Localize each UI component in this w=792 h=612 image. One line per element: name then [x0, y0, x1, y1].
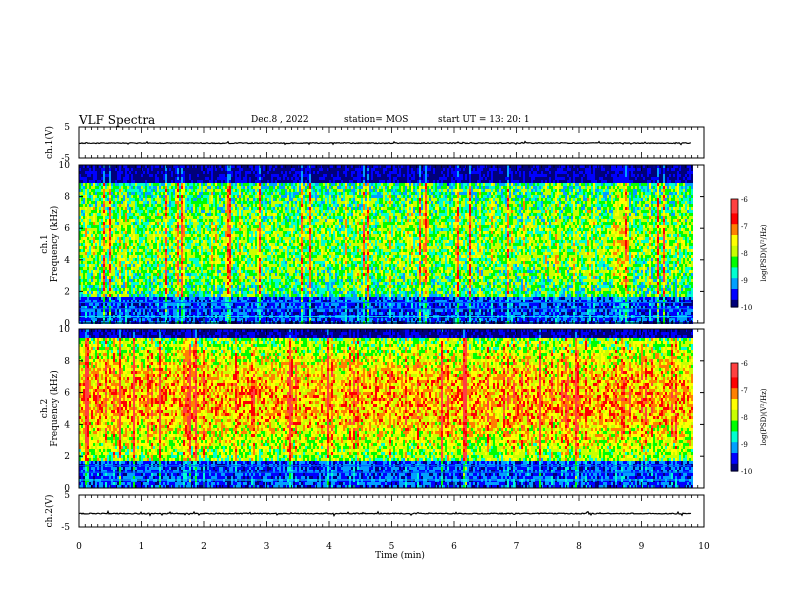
xtick-9: 9	[639, 542, 645, 552]
waveform-ch2-ylabel: ch.2(V)	[44, 495, 55, 528]
spectrogram-ch2-colorbar	[731, 363, 738, 472]
spectrogram-ch2	[79, 329, 704, 488]
xtick-4: 4	[326, 542, 332, 552]
xtick-0: 0	[76, 542, 82, 552]
spectrogram-ch2-ytick-2: 2	[64, 452, 70, 462]
xtick-6: 6	[451, 542, 457, 552]
xtick-8: 8	[576, 542, 582, 552]
spectrogram-ch1-colorbar	[731, 199, 738, 308]
spectrogram-ch1-ytick-4: 4	[64, 256, 70, 266]
xtick-1: 1	[139, 542, 145, 552]
spectrogram-ch1-ytick-2: 2	[64, 287, 70, 297]
spectrogram-ch2-ytick-8: 8	[64, 357, 70, 367]
spectrogram-ch2-ytick-10: 10	[59, 325, 71, 335]
spectrogram-ch2-colorbar-label: log(PSD)(V²/Hz)	[760, 388, 768, 445]
spectrogram-ch2-colorbar-tick--6: -6	[741, 360, 748, 368]
spectrogram-ch1-ytick-8: 8	[64, 193, 70, 203]
spectrogram-ch1-ytick-10: 10	[59, 161, 71, 171]
xtick-2: 2	[201, 542, 207, 552]
waveform-ch2-ytick-5: 5	[64, 491, 70, 501]
waveform-ch1-ytick-5: 5	[64, 123, 70, 133]
spectrogram-ch1-colorbar-tick--9: -9	[741, 277, 748, 285]
spectrogram-ch2-colorbar-tick--10: -10	[741, 468, 752, 476]
spectrogram-ch2-colorbar-tick--7: -7	[741, 387, 748, 395]
spectrogram-ch2-ylabel: ch.2Frequency (kHz)	[40, 370, 60, 447]
spectrogram-ch2-ytick-6: 6	[64, 389, 70, 399]
spectrogram-ch1-ytick-6: 6	[64, 224, 70, 234]
spectrogram-ch1-colorbar-label: log(PSD)(V²/Hz)	[760, 224, 768, 281]
spectrogram-ch2-ytick-4: 4	[64, 420, 70, 430]
xtick-3: 3	[264, 542, 270, 552]
spectrogram-ch1-colorbar-tick--7: -7	[741, 223, 748, 231]
xtick-7: 7	[514, 542, 520, 552]
spectrogram-ch1-colorbar-tick--8: -8	[741, 250, 748, 258]
spectrogram-ch1-colorbar-tick--6: -6	[741, 196, 748, 204]
spectrogram-ch2-colorbar-tick--9: -9	[741, 441, 748, 449]
x-axis-label: Time (min)	[375, 550, 425, 561]
xtick-10: 10	[698, 542, 710, 552]
waveform-ch1-ylabel: ch.1(V)	[44, 126, 55, 159]
spectrogram-ch2-colorbar-tick--8: -8	[741, 414, 748, 422]
spectrogram-ch1	[79, 165, 704, 324]
waveform-ch2-ytick--5: -5	[61, 523, 70, 533]
spectrogram-ch1-colorbar-tick--10: -10	[741, 304, 752, 312]
spectrogram-ch1-ylabel: ch.1Frequency (kHz)	[40, 206, 60, 283]
